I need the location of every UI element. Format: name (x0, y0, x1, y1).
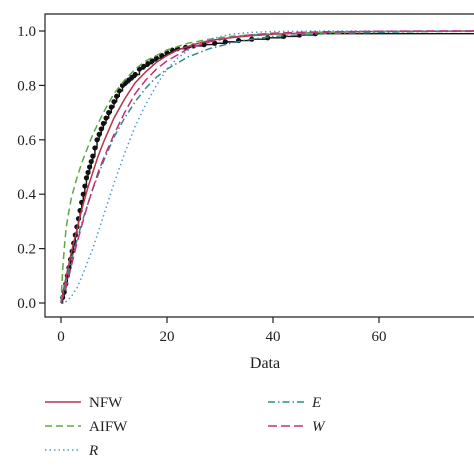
x-tick-label: 60 (372, 329, 387, 345)
empirical-cdf-step (61, 33, 474, 304)
y-axis: 0.0 0.2 0.4 0.6 0.8 1.0 (17, 24, 45, 312)
y-tick-label: 0.4 (17, 187, 36, 203)
empirical-point (108, 104, 114, 110)
legend-item-nfw: NFW (45, 395, 123, 411)
legend-item-r: R (45, 443, 98, 459)
empirical-point (201, 42, 207, 48)
legend: NFW AIFW R EW (45, 395, 326, 459)
x-axis: 0 20 40 60 (57, 317, 387, 345)
empirical-point (212, 40, 218, 46)
empirical-point (85, 169, 91, 176)
y-tick-label: 0.2 (17, 242, 36, 258)
legend-label: R (88, 443, 98, 459)
empirical-point (87, 164, 93, 170)
empirical-point (149, 58, 155, 64)
legend-item-w: W (268, 419, 326, 435)
empirical-point (98, 126, 104, 132)
legend-item-aifw: AIFW (45, 419, 128, 435)
x-tick-label: 40 (266, 329, 281, 345)
legend-label: E (311, 395, 321, 411)
series-line-w (60, 30, 474, 304)
x-tick-label: 0 (57, 329, 65, 345)
empirical-point (281, 33, 287, 40)
empirical-point (103, 115, 109, 121)
y-tick-label: 0.0 (17, 296, 36, 312)
empirical-point (82, 183, 88, 189)
plot-area (44, 13, 474, 318)
legend-label: AIFW (89, 419, 128, 435)
empirical-point (106, 110, 112, 116)
legend-item-e: E (268, 395, 321, 411)
x-tick-label: 20 (160, 329, 175, 345)
empirical-point (92, 145, 98, 151)
legend-label: NFW (89, 395, 123, 411)
series-line-aifw (60, 30, 474, 304)
y-tick-label: 0.6 (17, 133, 36, 149)
empirical-point (136, 66, 143, 72)
series-line-r (60, 30, 474, 304)
empirical-point (141, 63, 147, 69)
empirical-point (94, 137, 100, 143)
empirical-point (88, 158, 94, 165)
plot-frame (44, 13, 474, 318)
empirical-point (90, 153, 96, 159)
x-axis-title: Data (250, 355, 280, 372)
y-tick-label: 1.0 (17, 24, 36, 40)
empirical-point (96, 131, 102, 137)
empirical-point (100, 120, 106, 127)
empirical-point (132, 71, 138, 78)
empirical-point (153, 55, 159, 61)
empirical-point (222, 39, 228, 45)
empirical-point (80, 191, 86, 197)
series-line-e (60, 30, 474, 304)
empirical-point (114, 93, 120, 99)
legend-label: W (312, 419, 326, 435)
empirical-point (145, 61, 151, 67)
series-group (59, 30, 474, 304)
empirical-point (83, 175, 90, 181)
y-tick-label: 0.8 (17, 78, 36, 94)
series-line-nfw (60, 30, 474, 304)
empirical-point (111, 99, 117, 105)
